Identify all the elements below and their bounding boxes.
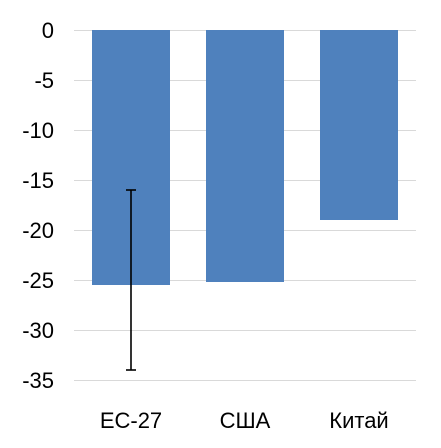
error-bars <box>126 189 136 371</box>
bar-2 <box>206 30 284 282</box>
y-axis-tick-labels: 0 -5 -10 -15 -20 -25 -30 -35 <box>22 18 54 393</box>
y-tick-label: -15 <box>22 168 54 193</box>
x-category-label: США <box>220 408 271 433</box>
x-category-label: ЕС-27 <box>100 408 162 433</box>
bar-3 <box>320 30 398 220</box>
x-category-label: Китай <box>329 408 388 433</box>
y-tick-label: -35 <box>22 368 54 393</box>
y-tick-label: 0 <box>42 18 54 43</box>
y-tick-label: -5 <box>34 68 54 93</box>
x-axis-category-labels: ЕС-27 США Китай <box>100 408 389 433</box>
y-tick-label: -10 <box>22 118 54 143</box>
y-tick-label: -30 <box>22 318 54 343</box>
bars <box>92 30 398 285</box>
y-tick-label: -20 <box>22 218 54 243</box>
y-tick-label: -25 <box>22 268 54 293</box>
